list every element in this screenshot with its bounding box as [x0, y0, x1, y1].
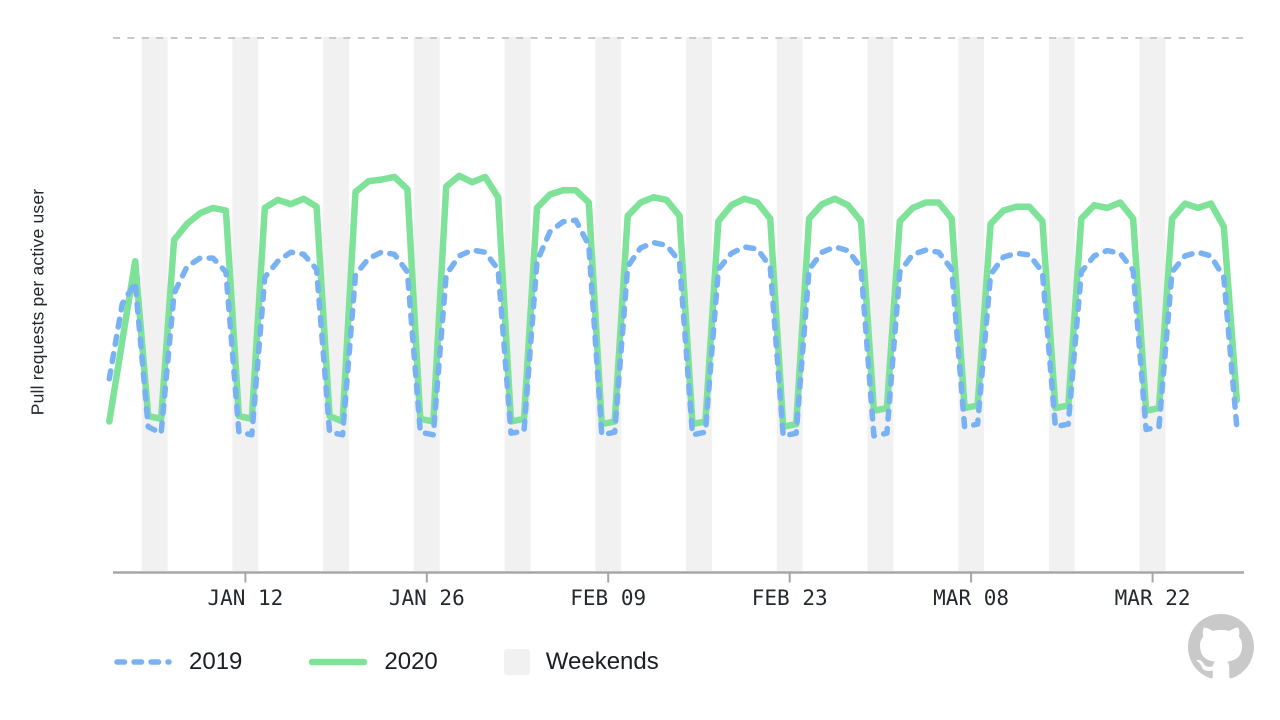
legend-label-2020: 2020: [384, 648, 438, 675]
legend-item-2019: 2019: [113, 648, 242, 676]
legend-item-2020: 2020: [308, 648, 438, 676]
weekend-band: [595, 37, 622, 571]
x-axis-tick-labels: JAN 12 JAN 26 FEB 09 FEB 23 MAR 08 MAR 22: [207, 586, 1190, 610]
weekend-band: [413, 37, 440, 571]
legend-label-weekends: Weekends: [545, 648, 659, 675]
x-axis-tick-label: MAR 22: [1115, 586, 1191, 610]
series-line-2019: [106, 217, 1240, 439]
weekend-band: [141, 37, 168, 571]
y-axis-label: Pull requests per active user: [27, 188, 48, 416]
x-axis-tick-label: JAN 26: [389, 586, 465, 610]
weekend-band: [686, 37, 712, 571]
weekend-band: [323, 37, 349, 571]
weekend-band: [776, 37, 803, 571]
weekend-band: [1048, 37, 1075, 571]
x-axis-tick-label: FEB 09: [570, 586, 646, 610]
weekend-band: [958, 37, 985, 571]
github-octocat-logo[interactable]: [1188, 614, 1254, 680]
x-axis-tick-label: JAN 12: [207, 586, 283, 610]
weekend-band: [867, 37, 894, 571]
legend-swatch-weekends-square: [503, 649, 530, 675]
chart-legend: 2019 2020 Weekends: [113, 648, 659, 676]
weekend-bands: [141, 37, 1166, 571]
weekend-band: [1139, 37, 1166, 571]
legend-swatch-2020-solid-line: [309, 658, 368, 666]
legend-item-weekends: Weekends: [503, 648, 659, 676]
legend-label-2019: 2019: [189, 648, 243, 675]
weekend-band: [504, 37, 531, 571]
x-axis-ticks: [244, 573, 1154, 583]
legend-swatch-2019-dashed-line: [114, 659, 172, 665]
x-axis-tick-label: FEB 23: [752, 586, 828, 610]
x-axis-tick-label: MAR 08: [933, 586, 1009, 610]
weekend-band: [232, 37, 259, 571]
series-line-2020: [106, 172, 1241, 431]
